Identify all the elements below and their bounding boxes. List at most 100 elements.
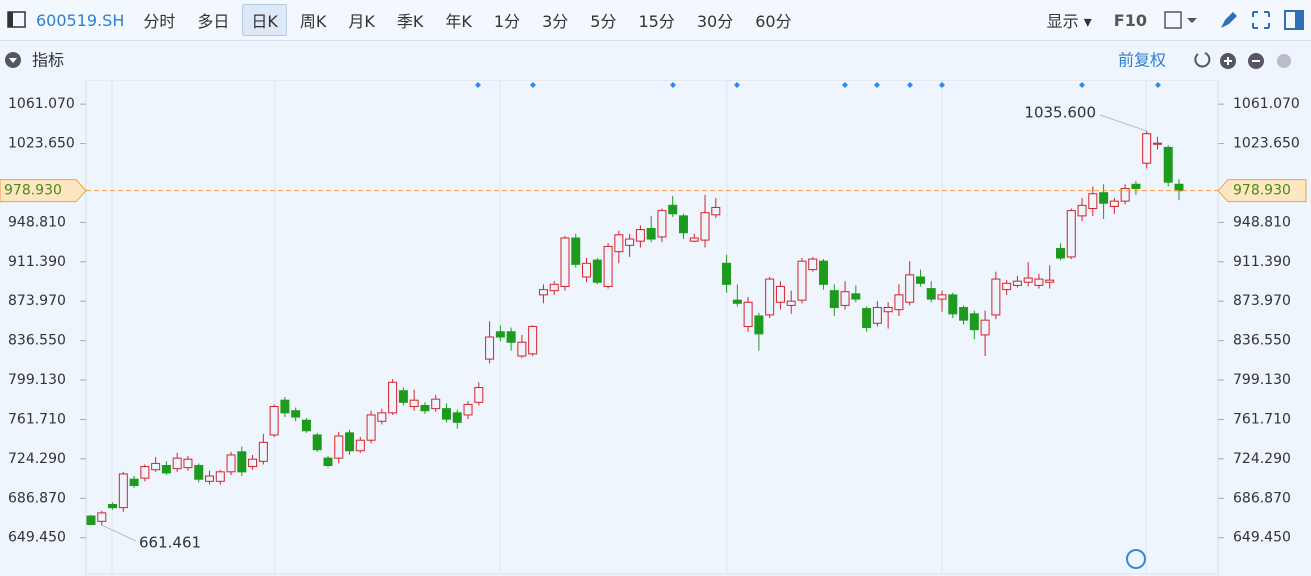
y-tick-label-right: 948.810 [1233, 214, 1291, 230]
candle-body [366, 414, 376, 441]
candle-body [269, 406, 279, 436]
display-label[interactable]: 显示 [1046, 12, 1079, 31]
price-tag-right [1217, 179, 1307, 203]
adjust-label[interactable]: 前复权 [1118, 51, 1166, 70]
chart: 649.450 649.450 686.870 686.870 724.290 724.2… [0, 80, 1307, 575]
period-tab[interactable]: 1分 [493, 12, 521, 31]
period-tab[interactable]: 5分 [590, 12, 617, 31]
candle-body [140, 466, 150, 479]
candle-body [1152, 142, 1162, 145]
candle-body [894, 294, 904, 311]
candle-body [506, 331, 516, 343]
y-tick-label-right: 761.710 [1233, 411, 1291, 427]
period-tab[interactable]: 15分 [638, 12, 675, 31]
candle-body [980, 319, 990, 336]
period-tab[interactable]: 30分 [696, 12, 734, 31]
candle-body [722, 262, 732, 285]
settings-icon[interactable] [1277, 54, 1291, 68]
event-marker[interactable] [874, 82, 880, 88]
symbol[interactable]: 600519.SH [36, 10, 125, 30]
event-marker[interactable] [1155, 82, 1161, 88]
candle-body [582, 262, 592, 278]
price-tag-right-label: 978.930 [1233, 183, 1291, 199]
draw-icon[interactable] [1164, 11, 1182, 29]
candle-body [711, 206, 721, 216]
candle-body [377, 412, 387, 422]
period-tab[interactable]: 周K [299, 12, 327, 31]
high-label: 1035.600 [1024, 103, 1096, 121]
y-tick-label: 649.450 [8, 530, 66, 546]
candle-body [732, 299, 742, 304]
period-tab[interactable]: 3分 [542, 12, 569, 31]
y-tick-label: 911.390 [8, 254, 66, 270]
dropdown-icon[interactable] [1187, 18, 1197, 23]
y-tick-label-right: 873.970 [1233, 293, 1291, 309]
period-tab[interactable]: 季K [396, 12, 424, 31]
price-tag-left-label: 978.930 [4, 183, 62, 199]
event-marker[interactable] [530, 82, 536, 88]
event-marker[interactable] [907, 82, 913, 88]
candle-body [452, 412, 462, 423]
y-tick-label: 1061.070 [8, 96, 75, 112]
candle-body [991, 278, 1001, 316]
pen-icon[interactable] [1221, 12, 1237, 28]
indicator-label[interactable]: 指标 [32, 51, 64, 70]
candle-body [1099, 192, 1109, 204]
candle-body [1012, 280, 1022, 286]
candle-body [1109, 200, 1119, 207]
y-tick-label-right: 799.130 [1233, 372, 1291, 388]
period-tab[interactable]: 多日 [197, 12, 230, 31]
event-marker[interactable] [842, 82, 848, 88]
candle-body [625, 238, 635, 246]
period-tabs: 分时 多日 日K 周K 月K 季K 年K 1分 3分 5分 15分 30分 60分 [134, 4, 804, 36]
candle-body [495, 331, 505, 338]
candle-body [388, 381, 398, 414]
candle-body [485, 336, 495, 360]
candle-body [883, 307, 893, 313]
period-tab[interactable]: 60分 [755, 12, 792, 31]
event-marker[interactable] [939, 82, 945, 88]
candle-body [409, 399, 419, 408]
candle-body [129, 478, 139, 487]
candle-body [258, 441, 268, 462]
candle-body [1131, 183, 1141, 189]
candle-body [969, 313, 979, 331]
candle-body [345, 432, 355, 452]
candle-body [420, 404, 430, 412]
y-tick-label: 1023.650 [8, 136, 75, 152]
display-menu[interactable]: 显示 ▾ [1046, 12, 1092, 31]
candle-body [463, 403, 473, 416]
fullscreen-icon[interactable] [1252, 11, 1270, 29]
event-marker[interactable] [475, 82, 481, 88]
period-tab[interactable]: 日K [242, 4, 287, 36]
candle-body [474, 387, 484, 403]
search-icon[interactable] [1126, 549, 1146, 569]
period-tab[interactable]: 月K [348, 12, 375, 31]
candle-body [1023, 277, 1033, 283]
candle-body [1120, 187, 1130, 202]
candle-body [441, 408, 451, 420]
period-tab[interactable]: 分时 [143, 12, 176, 31]
y-tick-label-right: 1023.650 [1233, 136, 1300, 152]
candle-body [204, 475, 214, 482]
candle-body [323, 457, 333, 467]
event-marker[interactable] [670, 82, 676, 88]
candle-body [1174, 183, 1184, 192]
undo-icon[interactable] [1194, 52, 1211, 68]
candle-body [808, 258, 818, 271]
period-tab[interactable]: 年K [445, 12, 472, 31]
event-marker[interactable] [734, 82, 740, 88]
event-marker[interactable] [1079, 82, 1085, 88]
y-tick-label-right: 686.870 [1233, 490, 1291, 506]
candle-body [226, 454, 236, 473]
layout-icon[interactable] [6, 10, 28, 30]
candle-body [1034, 278, 1044, 286]
candle-body [1002, 282, 1012, 291]
candle-body [635, 229, 645, 242]
candle-body [948, 294, 958, 315]
event-markers [475, 82, 1161, 88]
candle-body [1077, 204, 1087, 217]
f10-button[interactable]: F10 [1113, 10, 1147, 30]
candle-body [829, 290, 839, 309]
candle-body [1056, 248, 1066, 259]
